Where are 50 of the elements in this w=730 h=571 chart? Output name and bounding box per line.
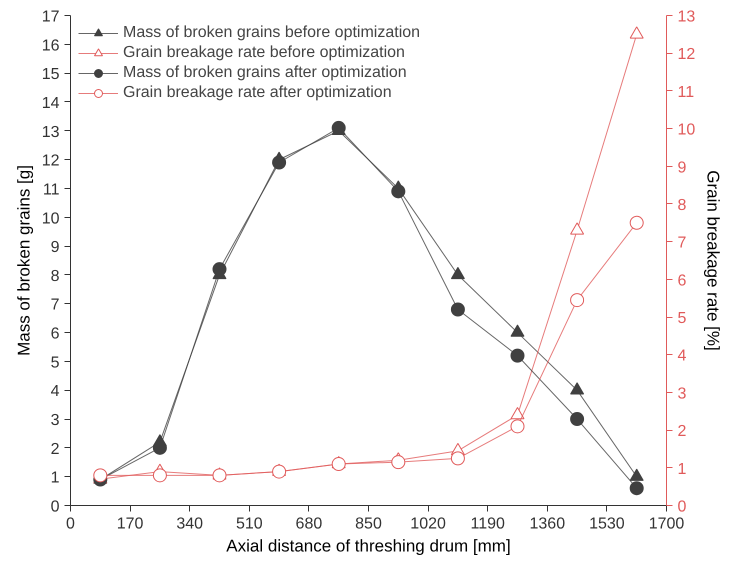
y2-tick-label: 13 <box>678 8 696 26</box>
x-tick-label: 0 <box>66 516 76 532</box>
y2-tick-label: 4 <box>678 348 686 365</box>
y-tick-label: 2 <box>50 440 60 458</box>
y-tick-label: 6 <box>50 326 60 343</box>
y-tick-label: 12 <box>42 152 60 170</box>
x-tick-label: 170 <box>116 516 144 532</box>
y2-tick-label: 11 <box>678 84 694 101</box>
y2-tick-label: 7 <box>678 234 686 252</box>
x-tick-label: 680 <box>296 516 322 532</box>
y2-tick-label: 0 <box>678 498 686 516</box>
legend-label: Mass of broken grains before optimization <box>123 24 420 42</box>
y2-tick-label: 12 <box>678 46 696 64</box>
y-tick-label: 0 <box>50 498 60 516</box>
y2-tick-label: 10 <box>678 122 696 139</box>
x-tick-label: 1700 <box>648 516 684 532</box>
y-tick-label: 11 <box>42 181 60 198</box>
y-tick-label: 9 <box>50 239 60 256</box>
y-tick-label: 7 <box>50 296 60 314</box>
y2-tick-label: 1 <box>678 460 686 478</box>
x-tick-label: 1530 <box>589 516 625 532</box>
x-tick-label: 1360 <box>530 516 566 532</box>
y-tick-label: 4 <box>50 383 60 400</box>
x-axis-title: Axial distance of threshing drum [mm] <box>226 536 511 556</box>
legend-label: Grain breakage rate after optimization <box>123 84 392 102</box>
y-tick-label: 1 <box>50 470 60 487</box>
x-tick-label: 1190 <box>470 516 506 532</box>
y-tick-label: 10 <box>42 210 60 228</box>
y2-tick-label: 8 <box>678 196 686 214</box>
y2-tick-label: 3 <box>678 385 686 402</box>
y-tick-label: 13 <box>42 124 60 141</box>
y-tick-label: 5 <box>50 354 60 372</box>
y-tick-label: 14 <box>42 94 60 112</box>
x-tick-label: 850 <box>355 516 382 532</box>
x-tick-label: 1020 <box>410 516 446 532</box>
y-tick-label: 16 <box>42 37 60 54</box>
y2-tick-label: 9 <box>678 159 686 176</box>
legend-label: Grain breakage rate before optimization <box>123 44 405 62</box>
y-tick-label: 8 <box>50 268 60 285</box>
y-axis-title: Mass of broken grains [g] <box>14 165 34 356</box>
y-tick-label: 17 <box>42 8 60 26</box>
y-tick-label: 3 <box>50 412 60 430</box>
legend-label: Mass of broken grains after optimization <box>123 64 407 82</box>
y2-tick-label: 6 <box>678 272 686 290</box>
y2-tick-label: 5 <box>678 310 686 328</box>
y2-axis-title: Grain breakage rate [%] <box>703 170 722 351</box>
y-tick-label: 15 <box>42 66 60 84</box>
x-tick-label: 340 <box>176 516 204 532</box>
x-tick-label: 510 <box>236 516 263 532</box>
y2-tick-label: 2 <box>678 423 686 440</box>
